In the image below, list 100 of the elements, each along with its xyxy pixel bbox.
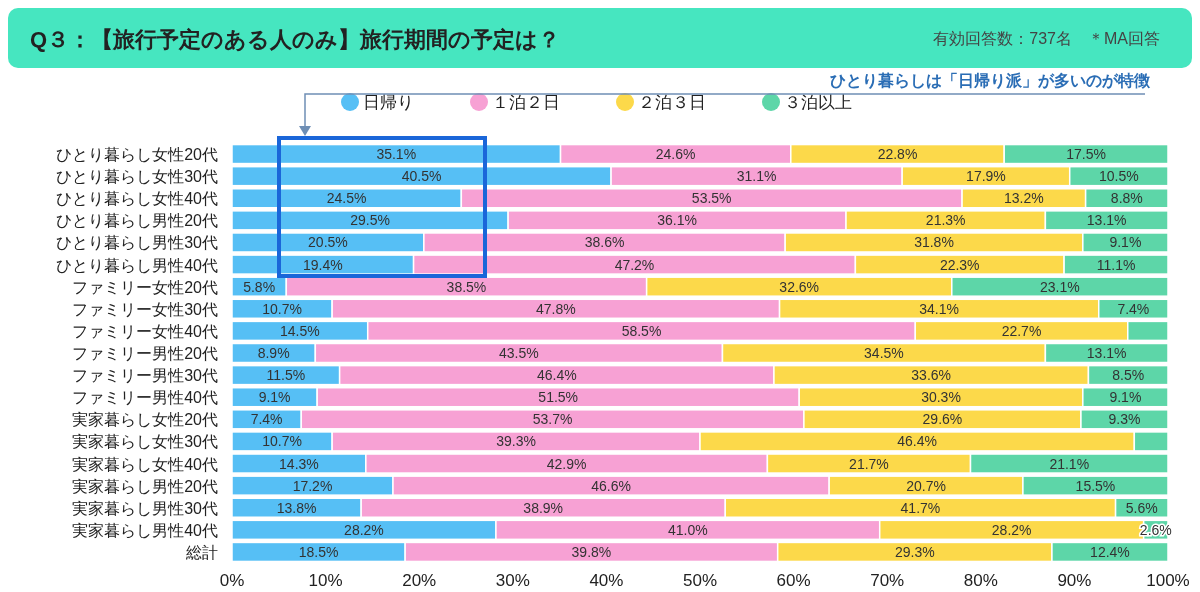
data-label: 8.5%	[1112, 367, 1145, 384]
x-tick-label: 20%	[402, 571, 437, 590]
y-tick-label: ファミリー男性40代	[72, 389, 218, 407]
data-label: 36.1%	[657, 212, 697, 229]
data-label: 18.5%	[298, 543, 339, 560]
data-label: 33.6%	[911, 367, 952, 384]
data-label: 11.1%	[1096, 256, 1136, 273]
data-label: 38.5%	[446, 278, 487, 295]
data-label: 13.1%	[1086, 212, 1127, 229]
legend-label: ２泊３日	[638, 93, 706, 112]
data-label: 30.3%	[921, 389, 961, 406]
data-label: 21.7%	[849, 455, 889, 472]
data-label: 7.4%	[250, 411, 283, 428]
legend-item: ２泊３日	[616, 93, 706, 112]
data-label: 10.7%	[262, 300, 302, 317]
data-label: 43.5%	[499, 345, 539, 361]
legend-item: ３泊以上	[762, 93, 852, 112]
data-label: 23.1%	[1040, 278, 1080, 295]
data-label: 46.6%	[591, 477, 631, 494]
data-label: 29.6%	[922, 411, 963, 428]
y-tick-label: ひとり暮らし女性40代	[56, 190, 218, 208]
data-label: 34.5%	[864, 345, 904, 361]
data-label: 15.5%	[1075, 477, 1116, 494]
y-tick-label: 実家暮らし男性20代	[72, 477, 218, 495]
data-label: 13.2%	[1004, 190, 1044, 207]
data-label: 39.8%	[571, 543, 612, 560]
chart-subtitle: 有効回答数：737名 ＊MA回答	[933, 30, 1160, 47]
data-label: 9.1%	[1109, 389, 1142, 406]
data-label: 29.5%	[350, 212, 390, 229]
data-label: 51.5%	[538, 389, 579, 406]
y-tick-label: 実家暮らし女性20代	[72, 411, 218, 429]
data-label: 22.3%	[939, 256, 980, 273]
data-label: 28.2%	[344, 521, 384, 538]
data-label: 53.5%	[691, 190, 732, 207]
data-label: 17.9%	[966, 168, 1006, 185]
data-label: 29.3%	[894, 543, 935, 560]
data-label: 22.7%	[1001, 322, 1042, 339]
data-label: 41.7%	[900, 499, 941, 516]
y-tick-label: 実家暮らし女性40代	[72, 455, 218, 473]
data-label: 8.9%	[257, 345, 290, 361]
data-label: 14.5%	[280, 322, 320, 339]
data-label: 13.1%	[1086, 345, 1127, 361]
y-tick-label: ひとり暮らし女性20代	[56, 146, 218, 164]
x-tick-label: 50%	[682, 571, 718, 590]
x-tick-label: 30%	[495, 571, 530, 590]
data-label: 5.8%	[243, 278, 276, 295]
data-label: 21.1%	[1049, 455, 1090, 472]
y-tick-label: ひとり暮らし男性40代	[56, 256, 218, 274]
legend-item: １泊２日	[470, 93, 560, 112]
data-label: 42.9%	[546, 455, 587, 472]
data-label: 46.4%	[536, 367, 577, 384]
x-tick-label: 100%	[1146, 571, 1190, 590]
data-label: 35.1%	[376, 146, 417, 163]
y-tick-label: ひとり暮らし男性30代	[56, 234, 218, 252]
data-label: 28.2%	[991, 521, 1032, 538]
data-label: 41.0%	[667, 521, 708, 538]
y-tick-label: 実家暮らし女性30代	[72, 433, 218, 451]
y-tick-label: ファミリー男性30代	[72, 367, 218, 385]
data-label: 24.6%	[655, 146, 696, 163]
data-label: 47.2%	[614, 256, 655, 273]
text: ひとり暮らしは「日帰り派」が多いのが特徴	[830, 72, 1151, 89]
data-label: 24.5%	[326, 190, 367, 207]
series-label: １泊２日	[492, 93, 560, 112]
data-label: 8.8%	[1110, 190, 1143, 207]
data-label: 31.8%	[914, 234, 954, 251]
data-label: 22.8%	[877, 146, 918, 163]
y-tick-label: ファミリー女性20代	[72, 278, 218, 296]
x-tick-label: 80%	[963, 571, 998, 590]
data-label: 32.6%	[779, 278, 820, 295]
data-label: 38.6%	[584, 234, 625, 251]
legend-label: 日帰り	[363, 93, 414, 112]
y-tick-label: ファミリー女性40代	[72, 322, 218, 340]
x-tick-label: 90%	[1057, 571, 1092, 590]
data-label: 47.8%	[536, 300, 576, 317]
chart-title: Q３：【旅行予定のある人のみ】旅行期間の予定は？	[30, 27, 561, 52]
data-label: 19.4%	[302, 256, 343, 273]
data-label: 11.5%	[266, 367, 306, 384]
data-label: 9.1%	[1109, 234, 1142, 251]
data-label: 12.4%	[1090, 543, 1130, 560]
x-tick-label: 10%	[308, 571, 343, 590]
legend-label: ３泊以上	[784, 93, 852, 112]
data-label: 9.1%	[258, 389, 291, 406]
data-label: 13.8%	[276, 499, 317, 516]
y-tick-label: ひとり暮らし男性20代	[56, 212, 218, 230]
y-tick-label: ファミリー男性20代	[72, 345, 218, 362]
data-label: 53.7%	[532, 411, 573, 428]
y-tick-label: 総計	[185, 543, 218, 561]
data-label: 17.5%	[1066, 146, 1106, 163]
y-tick-label: ひとり暮らし女性30代	[56, 168, 218, 186]
y-tick-label: 実家暮らし男性40代	[72, 521, 218, 539]
data-label: 40.5%	[401, 168, 442, 185]
data-label: 20.5%	[308, 234, 348, 251]
data-label: 34.1%	[919, 300, 959, 317]
data-label: 7.4%	[1117, 300, 1150, 317]
y-tick-label: ファミリー女性30代	[72, 300, 218, 318]
data-label: 38.9%	[523, 499, 564, 516]
data-label: 21.3%	[925, 212, 966, 229]
x-tick-label: 60%	[776, 571, 811, 590]
data-label: 10.7%	[262, 433, 302, 450]
data-label: 58.5%	[621, 322, 662, 339]
